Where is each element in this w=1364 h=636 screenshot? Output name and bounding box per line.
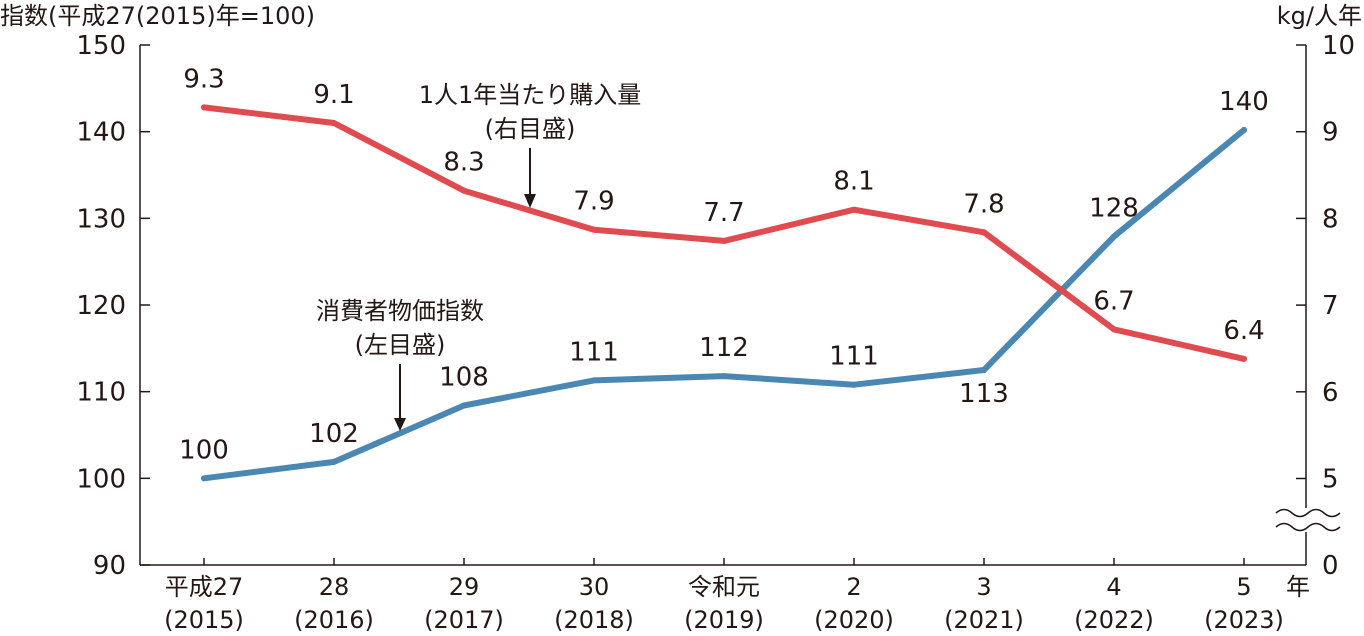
x-tick-sublabel: (2020)	[814, 606, 894, 634]
x-tick-label: 29	[449, 573, 480, 601]
right-tick-label: 9	[1322, 118, 1339, 148]
right-tick-label: 7	[1322, 291, 1339, 321]
annotation-price-index-arrowhead	[394, 418, 406, 431]
data-point	[721, 237, 727, 244]
annotation-purchase-arrowhead	[524, 194, 536, 208]
data-label: 140	[1219, 87, 1269, 117]
data-point	[721, 373, 727, 380]
left-axis-title: 指数(平成27(2015)年=100)	[0, 2, 315, 30]
x-tick-sublabel: (2023)	[1204, 606, 1284, 634]
data-label: 113	[959, 379, 1009, 409]
x-tick-sublabel: (2015)	[164, 606, 244, 634]
data-label: 100	[179, 435, 229, 465]
data-point	[461, 187, 467, 194]
x-tick-label: 平成27	[165, 573, 244, 601]
x-tick-label: 4	[1106, 573, 1121, 601]
data-label: 6.4	[1223, 316, 1264, 346]
right-tick-label: 5	[1322, 465, 1339, 495]
right-tick-label: 6	[1322, 378, 1339, 408]
data-point	[981, 367, 987, 373]
data-label: 128	[1089, 194, 1139, 224]
left-tick-label: 110	[76, 378, 126, 408]
data-point	[1241, 355, 1247, 362]
data-label: 111	[569, 337, 619, 367]
left-tick-label: 120	[76, 291, 126, 321]
data-point	[591, 377, 597, 384]
data-point	[851, 206, 857, 213]
right-tick-label: 0	[1322, 551, 1339, 581]
data-label: 108	[439, 363, 489, 393]
data-point	[201, 475, 207, 482]
axis-break-mark	[1275, 508, 1341, 532]
right-tick-label: 10	[1322, 31, 1355, 61]
left-tick-label: 150	[76, 31, 126, 61]
data-point	[981, 229, 987, 236]
annotation-purchase-sub: (右目盛)	[485, 115, 576, 143]
x-tick-label: 28	[319, 573, 350, 601]
right-tick-label: 8	[1322, 204, 1339, 234]
data-label: 111	[829, 342, 879, 372]
x-tick-sublabel: (2018)	[554, 606, 634, 634]
x-tick-label: 2	[846, 573, 861, 601]
data-label: 102	[309, 419, 359, 449]
right-axis-ticks: 0 5 6 7 8 9 10	[1296, 31, 1355, 581]
data-point	[1111, 326, 1117, 333]
left-tick-label: 140	[76, 118, 126, 148]
x-tick-label: 30	[579, 573, 610, 601]
data-point	[461, 402, 467, 409]
data-point	[331, 458, 337, 465]
data-label: 8.1	[833, 167, 874, 197]
annotation-price-index-label: 消費者物価指数	[316, 297, 484, 325]
data-point	[591, 226, 597, 233]
annotation-price-index: 消費者物価指数 (左目盛)	[316, 297, 484, 431]
right-axis-title: kg/人年	[1277, 2, 1362, 30]
left-axis-ticks: 90 100 110 120 130 140 150	[76, 31, 150, 581]
x-tick-sublabel: (2021)	[944, 606, 1024, 634]
data-label: 8.3	[443, 148, 484, 178]
data-label: 9.3	[183, 64, 224, 94]
data-label: 7.8	[963, 189, 1004, 219]
left-tick-label: 90	[93, 551, 126, 581]
x-unit-label: 年	[1286, 573, 1310, 601]
data-label: 6.7	[1093, 286, 1134, 316]
x-tick-label: 3	[976, 573, 991, 601]
data-label: 7.9	[573, 187, 614, 217]
x-tick-sublabel: (2016)	[294, 606, 374, 634]
x-axis-ticks: 平成27 (2015) 28 (2016) 29 (2017) 30 (2018) 令和元 (20…	[164, 558, 1284, 634]
data-label: 9.1	[313, 80, 354, 110]
x-tick-label: 5	[1236, 573, 1251, 601]
x-tick-sublabel: (2017)	[424, 606, 504, 634]
data-point	[201, 104, 207, 111]
x-tick-sublabel: (2022)	[1074, 606, 1154, 634]
x-tick-sublabel: (2019)	[684, 606, 764, 634]
series-layer: 100 102 108 111 112 111 113 128 140 9.3 9.1 8.3 7.9 7…	[179, 64, 1269, 482]
annotation-purchase: 1人1年当たり購入量 (右目盛)	[419, 81, 642, 208]
data-point	[1241, 126, 1247, 133]
data-point	[851, 381, 857, 388]
data-label: 7.7	[703, 198, 744, 228]
x-tick-label: 令和元	[688, 573, 760, 601]
left-tick-label: 100	[76, 464, 126, 494]
annotation-price-index-sub: (左目盛)	[355, 331, 446, 359]
data-point	[331, 120, 337, 127]
left-tick-label: 130	[76, 204, 126, 234]
data-label: 112	[699, 333, 749, 363]
annotation-purchase-label: 1人1年当たり購入量	[419, 81, 642, 109]
data-point	[1111, 233, 1117, 240]
